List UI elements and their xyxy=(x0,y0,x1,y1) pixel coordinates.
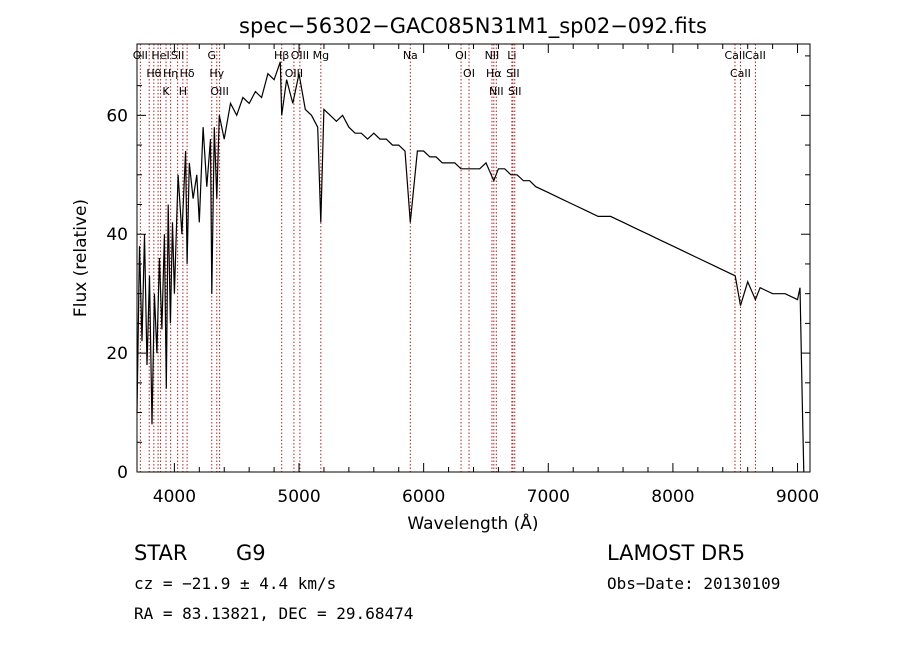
marker-label: CaII xyxy=(725,49,746,62)
marker-label: K xyxy=(162,85,170,98)
x-axis-label: Wavelength (Å) xyxy=(407,512,538,534)
marker-label: CaII xyxy=(745,49,766,62)
marker-label: HeI xyxy=(151,49,169,62)
class-label: STAR xyxy=(134,541,188,565)
x-tick-label: 8000 xyxy=(651,487,694,507)
marker-label: CaII xyxy=(730,67,751,80)
marker-label: Hα xyxy=(486,67,502,80)
x-tick-label: 6000 xyxy=(402,487,445,507)
marker-label: Hδ xyxy=(180,67,195,80)
y-tick-label: 20 xyxy=(106,344,128,364)
y-axis-label: Flux (relative) xyxy=(71,199,91,317)
coordinates-text: RA = 83.13821, DEC = 29.68474 xyxy=(134,604,414,623)
x-tick-label: 9000 xyxy=(776,487,819,507)
marker-label: G xyxy=(208,49,217,62)
marker-label: OI xyxy=(455,49,467,62)
marker-label: Hη xyxy=(163,67,178,80)
marker-label: Na xyxy=(403,49,418,62)
marker-label: Li xyxy=(507,49,516,62)
marker-label: SII xyxy=(508,85,521,98)
marker-label: OI xyxy=(463,67,475,80)
marker-label: Hγ xyxy=(209,67,224,80)
marker-label: Hθ xyxy=(146,67,161,80)
marker-label: NII xyxy=(489,85,504,98)
marker-label: OIII xyxy=(210,85,228,98)
chart-title: spec−56302−GAC085N31M1_sp02−092.fits xyxy=(239,14,707,39)
marker-label: OIII xyxy=(291,49,309,62)
spectrum-line xyxy=(136,61,805,473)
marker-label: SII xyxy=(506,67,519,80)
x-tick-label: 5000 xyxy=(277,487,320,507)
x-tick-label: 7000 xyxy=(527,487,570,507)
y-tick-label: 40 xyxy=(106,225,128,245)
marker-label: Mg xyxy=(313,49,329,62)
subclass-label: G9 xyxy=(236,541,266,565)
y-tick-label: 60 xyxy=(106,106,128,126)
marker-label: SII xyxy=(171,49,184,62)
plot-frame xyxy=(136,43,811,473)
survey-label: LAMOST DR5 xyxy=(607,541,746,565)
obs-date-text: Obs−Date: 20130109 xyxy=(607,574,781,593)
x-axis-ticks: 4000 5000 6000 7000 8000 9000 xyxy=(153,44,819,507)
marker-label: NII xyxy=(485,49,500,62)
x-tick-label: 4000 xyxy=(153,487,196,507)
marker-label: Hβ xyxy=(274,49,289,62)
redshift-text: cz = −21.9 ± 4.4 km/s xyxy=(134,574,337,593)
marker-label: H xyxy=(179,85,187,98)
y-tick-label: 0 xyxy=(117,463,128,483)
y-axis-ticks: 0 20 40 60 xyxy=(106,55,810,483)
